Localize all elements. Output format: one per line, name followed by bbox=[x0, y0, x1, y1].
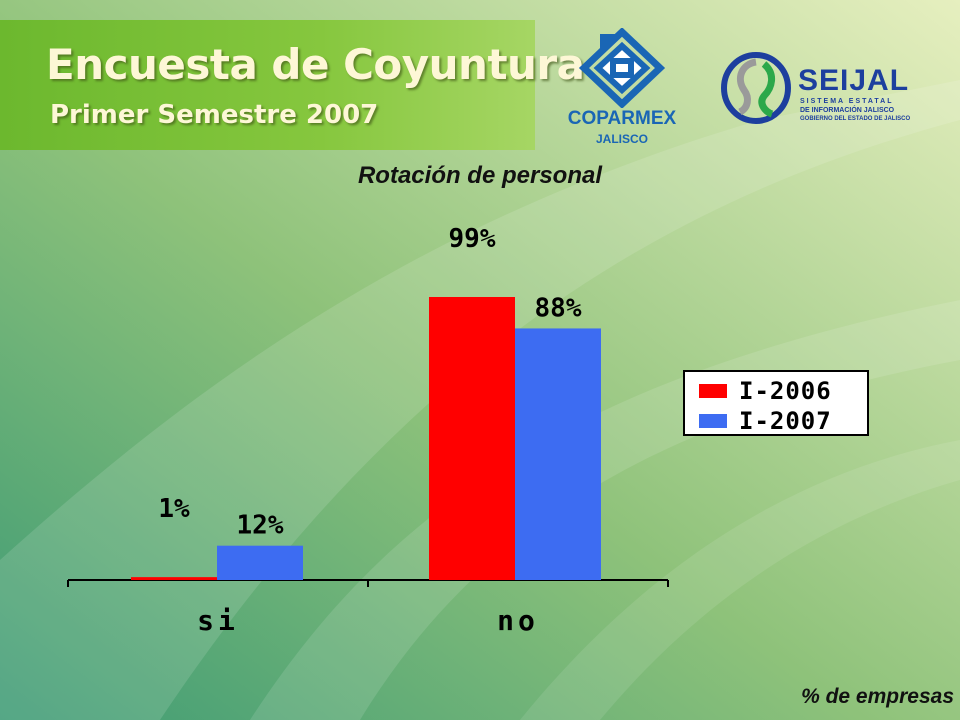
bar-si-I-2007 bbox=[217, 545, 303, 580]
header-banner bbox=[0, 20, 535, 150]
data-label-si-I-2007: 12% bbox=[237, 511, 284, 541]
x-tick-label-no: no bbox=[497, 604, 539, 637]
legend-swatch-2006 bbox=[699, 384, 727, 398]
legend-item-2007: I-2007 bbox=[699, 407, 832, 435]
data-label-no-I-2007: 88% bbox=[535, 293, 582, 323]
seijal-line1: SISTEMA ESTATAL bbox=[800, 98, 894, 105]
bar-no-I-2006 bbox=[429, 297, 515, 580]
legend-label-2006: I-2006 bbox=[739, 377, 832, 405]
page-subtitle: Primer Semestre 2007 bbox=[50, 100, 379, 130]
seijal-line3: GOBIERNO DEL ESTADO DE JALISCO bbox=[800, 116, 911, 122]
footnote: % de empresas bbox=[801, 685, 954, 708]
data-label-no-I-2006: 99% bbox=[449, 224, 496, 254]
chart-title: Rotación de personal bbox=[357, 162, 603, 189]
coparmex-emblem-icon bbox=[578, 27, 666, 109]
coparmex-name: COPARMEX bbox=[567, 108, 677, 129]
bar-si-I-2006 bbox=[131, 577, 217, 580]
seijal-name: SEIJAL bbox=[798, 66, 909, 96]
coparmex-sub: JALISCO bbox=[595, 132, 648, 146]
coparmex-logo: COPARMEX JALISCO bbox=[560, 27, 684, 152]
seijal-name-b: JAL bbox=[849, 64, 910, 97]
seijal-line2: DE INFORMACIÓN JALISCO bbox=[800, 107, 895, 114]
seijal-name-a: SEI bbox=[798, 64, 850, 97]
legend-swatch-2007 bbox=[699, 414, 727, 428]
seijal-logo: SEIJAL SISTEMA ESTATAL DE INFORMACIÓN JA… bbox=[720, 52, 940, 132]
chart-legend: I-2006 I-2007 bbox=[683, 370, 869, 436]
legend-label-2007: I-2007 bbox=[739, 407, 832, 435]
seijal-emblem-icon bbox=[721, 52, 791, 124]
bar-no-I-2007 bbox=[515, 328, 601, 580]
data-label-si-I-2006: 1% bbox=[158, 494, 190, 524]
legend-item-2006: I-2006 bbox=[699, 377, 832, 405]
x-tick-label-si: si bbox=[197, 604, 239, 637]
page-title: Encuesta de Coyuntura bbox=[46, 40, 585, 89]
